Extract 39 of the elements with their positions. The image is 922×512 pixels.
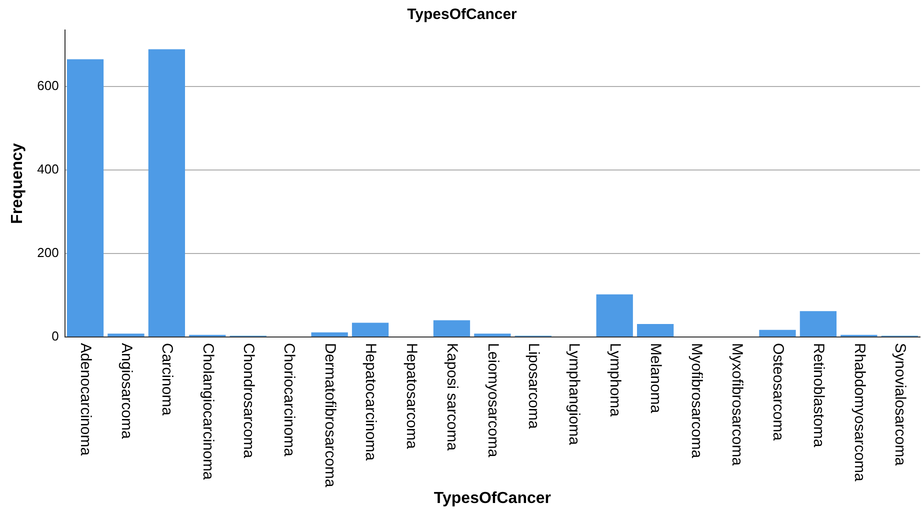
x-tick-label: Liposarcoma bbox=[525, 343, 542, 430]
x-tick-label: Cholangiocarcinoma bbox=[199, 343, 216, 480]
x-tick-label: Myofibrosarcoma bbox=[688, 343, 705, 459]
x-tick-label: Carcinoma bbox=[158, 343, 176, 416]
x-tick-label: Synovialosarcoma bbox=[892, 343, 908, 466]
x-axis-title: TypesOfCancer bbox=[434, 490, 551, 507]
x-tick-label: Retinoblastoma bbox=[810, 343, 828, 448]
bar bbox=[66, 59, 104, 336]
x-tick-label: Kaposi sarcoma bbox=[444, 343, 461, 452]
x-tick-label: Hepatosarcoma bbox=[402, 343, 420, 450]
bar bbox=[148, 49, 186, 336]
y-tick-label: 200 bbox=[37, 245, 59, 260]
x-tick-label: Angiosarcoma bbox=[118, 343, 135, 440]
x-tick-label: Choriocarcinoma bbox=[280, 343, 298, 458]
x-tick-label: Myxofibrosarcoma bbox=[728, 343, 746, 466]
bar bbox=[759, 330, 796, 336]
bar bbox=[637, 324, 674, 336]
x-tick-label: Osteosarcoma bbox=[769, 343, 786, 442]
bar bbox=[433, 320, 470, 336]
y-axis-title: Frequency bbox=[9, 142, 26, 224]
chart-title: TypesOfCancer bbox=[407, 6, 518, 24]
bar bbox=[800, 311, 837, 336]
bar bbox=[108, 334, 144, 336]
bar bbox=[311, 332, 348, 336]
x-tick-label: Leiomyosarcoma bbox=[484, 343, 502, 458]
bar bbox=[352, 322, 389, 336]
x-tick-label: Adenocarcinoma bbox=[77, 343, 94, 456]
bar bbox=[596, 294, 633, 336]
y-tick-label: 400 bbox=[37, 162, 59, 177]
x-tick-label: Hepatocarcinoma bbox=[362, 343, 380, 462]
x-tick-label: Lymphangioma bbox=[566, 343, 583, 446]
y-tick-label: 0 bbox=[52, 328, 59, 344]
x-tick-label: Chondrosarcoma bbox=[240, 343, 257, 459]
x-tick-label: Rhabdomyosarcoma bbox=[850, 343, 868, 482]
bar bbox=[474, 334, 511, 336]
x-tick-label: Lymphoma bbox=[606, 343, 624, 418]
x-tick-label: Melanoma bbox=[647, 343, 664, 414]
y-tick-label: 600 bbox=[37, 78, 59, 93]
x-tick-label: Dermatofibrosarcoma bbox=[321, 343, 338, 488]
